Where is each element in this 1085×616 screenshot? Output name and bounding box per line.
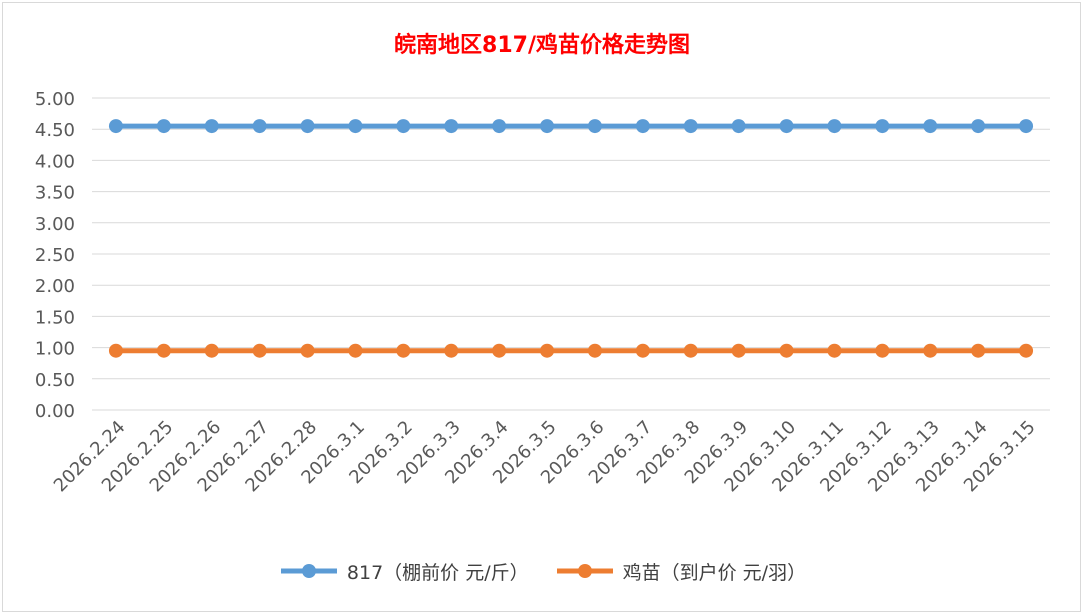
series-0-point[interactable] <box>396 119 411 134</box>
series-group <box>108 119 1034 358</box>
series-0-point[interactable] <box>779 119 794 134</box>
series-1-point[interactable] <box>587 343 602 358</box>
series-0-point[interactable] <box>156 119 171 134</box>
series-1-point[interactable] <box>108 343 123 358</box>
legend-item-817[interactable]: 817（棚前价 元/斤） <box>279 558 529 585</box>
series-1-point[interactable] <box>156 343 171 358</box>
y-tick-label: 5.00 <box>35 89 75 110</box>
y-tick-label: 0.00 <box>35 401 75 422</box>
series-1-point[interactable] <box>683 343 698 358</box>
y-tick-label: 0.50 <box>35 370 75 391</box>
series-1-point[interactable] <box>971 343 986 358</box>
y-tick-label: 2.00 <box>35 276 75 297</box>
series-0-point[interactable] <box>731 119 746 134</box>
series-0-point[interactable] <box>492 119 507 134</box>
series-0-point[interactable] <box>204 119 219 134</box>
series-0-point[interactable] <box>108 119 123 134</box>
y-tick-label: 4.00 <box>35 151 75 172</box>
y-tick-label: 1.50 <box>35 307 75 328</box>
series-1-point[interactable] <box>731 343 746 358</box>
series-1-point[interactable] <box>540 343 555 358</box>
y-tick-label: 1.00 <box>35 339 75 360</box>
series-1-point[interactable] <box>444 343 459 358</box>
series-1-point[interactable] <box>875 343 890 358</box>
series-1-point[interactable] <box>923 343 938 358</box>
series-1-point[interactable] <box>492 343 507 358</box>
chart-title: 皖南地区817/鸡苗价格走势图 <box>394 32 690 58</box>
series-0-point[interactable] <box>444 119 459 134</box>
legend-marker-817 <box>280 564 337 578</box>
legend-marker-chick <box>556 564 613 578</box>
series-0-point[interactable] <box>971 119 986 134</box>
series-1-point[interactable] <box>635 343 650 358</box>
series-0-point[interactable] <box>348 119 363 134</box>
x-axis-ticks: 2026.2.242026.2.252026.2.262026.2.272026… <box>50 417 1040 497</box>
y-axis-ticks: 0.00 0.50 1.00 1.50 2.00 2.50 3.00 3.50 4.00 4.50… <box>35 89 75 422</box>
series-0-point[interactable] <box>587 119 602 134</box>
series-1-point[interactable] <box>300 343 315 358</box>
legend-label-chick: 鸡苗（到户价 元/羽） <box>622 561 807 584</box>
series-0-point[interactable] <box>252 119 267 134</box>
y-tick-label: 3.00 <box>35 214 75 235</box>
series-1-point[interactable] <box>1019 343 1034 358</box>
series-1-point[interactable] <box>396 343 411 358</box>
series-0-point[interactable] <box>300 119 315 134</box>
y-tick-label: 4.50 <box>35 120 75 141</box>
legend-item-chick[interactable]: 鸡苗（到户价 元/羽） <box>555 558 806 585</box>
series-1-point[interactable] <box>204 343 219 358</box>
series-0-point[interactable] <box>1019 119 1034 134</box>
y-tick-label: 2.50 <box>35 245 75 266</box>
y-tick-label: 3.50 <box>35 183 75 204</box>
series-1-point[interactable] <box>252 343 267 358</box>
series-1-point[interactable] <box>348 343 363 358</box>
series-0-point[interactable] <box>540 119 555 134</box>
legend: 817（棚前价 元/斤） 鸡苗（到户价 元/羽） <box>0 553 1085 589</box>
legend-label-817: 817（棚前价 元/斤） <box>346 561 529 584</box>
series-0-point[interactable] <box>827 119 842 134</box>
series-0-point[interactable] <box>635 119 650 134</box>
series-1-point[interactable] <box>827 343 842 358</box>
series-0-point[interactable] <box>683 119 698 134</box>
series-1-point[interactable] <box>779 343 794 358</box>
series-0-point[interactable] <box>923 119 938 134</box>
gridlines <box>92 97 1050 411</box>
series-0-point[interactable] <box>875 119 890 134</box>
